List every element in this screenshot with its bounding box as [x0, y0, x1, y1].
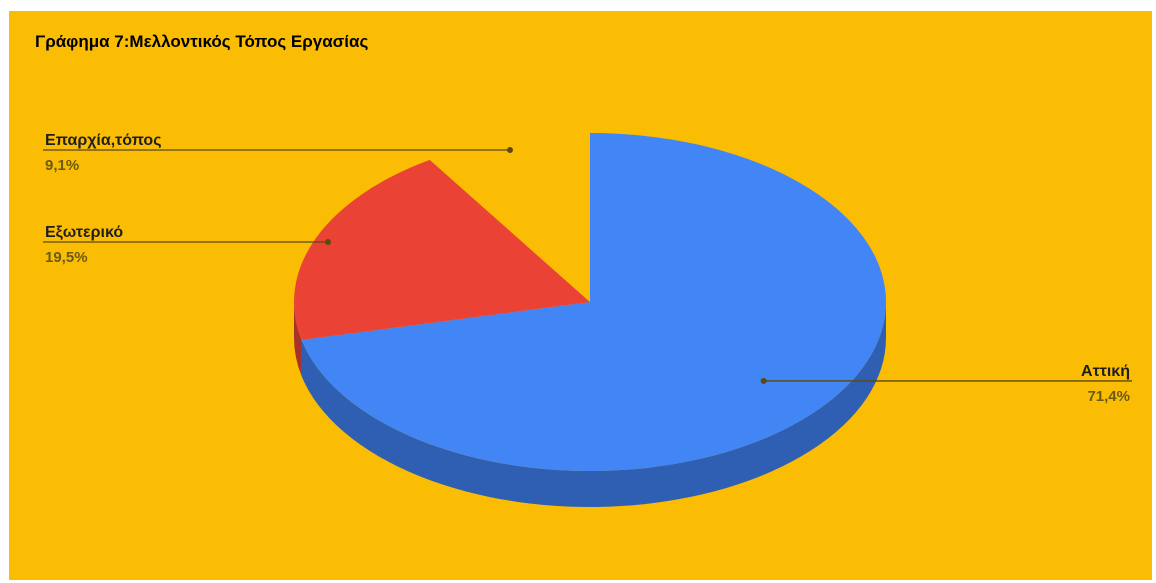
slice-value-0: 71,4% [1087, 388, 1130, 405]
slice-side-1 [294, 302, 302, 376]
slice-2[interactable] [429, 133, 590, 302]
pie-top [294, 133, 886, 472]
slice-1[interactable] [294, 159, 590, 340]
leader-dot-2 [507, 147, 513, 153]
slice-label-2: Επαρχία,τόπος [45, 132, 162, 149]
pie-depth [294, 302, 886, 508]
slice-value-1: 19,5% [45, 249, 88, 266]
leader-dot-0 [760, 377, 767, 384]
slice-value-2: 9,1% [45, 157, 79, 174]
chart-title: Γράφημα 7:Μελλοντικός Τόπος Εργασίας [35, 32, 369, 51]
leader-dot-1 [325, 239, 331, 245]
slice-0[interactable] [301, 133, 886, 472]
slice-side-0 [301, 302, 886, 508]
labels: Αττική 71,4% Εξωτερικό 19,5% Επαρχία,τόπος 9,… [43, 132, 1132, 405]
slice-label-1: Εξωτερικό [45, 224, 123, 241]
slice-label-0: Αττική [1081, 363, 1130, 380]
